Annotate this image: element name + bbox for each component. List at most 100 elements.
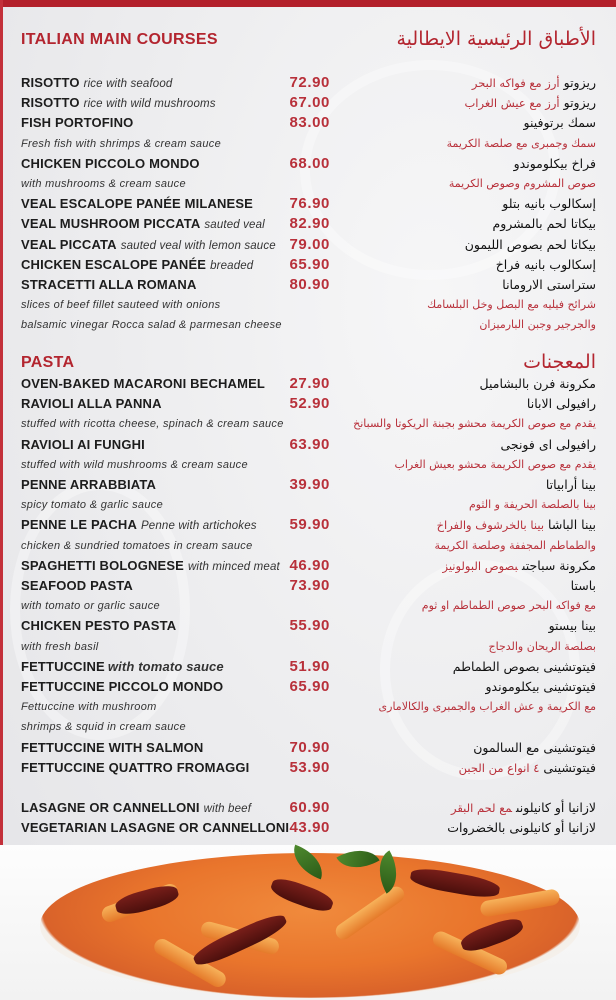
item-name-en: VEAL MUSHROOM PICCATA sauted veal	[21, 214, 265, 235]
item-price: 52.90	[289, 395, 330, 413]
menu-item: FISH PORTOFINO 83.00 سمك برتوفينو	[0, 113, 616, 133]
item-name-ar-text: إسكالوب بانيه بتلو	[502, 196, 596, 212]
item-price: 27.90	[289, 375, 330, 392]
item-name-ar-text: ريزوتو	[563, 95, 596, 111]
item-name-ar-text: بيكاتا لحم بصوص الليمون	[464, 236, 596, 252]
item-desc-en: sauted veal with lemon sauce	[120, 239, 276, 252]
item-name-ar-text: بيكاتا لحم بالمشروم	[492, 216, 596, 232]
item-name: LASAGNE OR CANNELLONI	[21, 800, 200, 816]
item-name-ar: رافيولى اى فونجى	[500, 435, 596, 455]
description-en: with tomato or garlic sauce	[21, 600, 160, 613]
item-name-en: SEAFOOD PASTA	[21, 576, 133, 596]
item-price: 65.90	[289, 678, 330, 695]
item-name-ar: فيتوتشينى بيكلوموندو	[485, 677, 596, 697]
item-price: 70.90	[289, 738, 330, 756]
description-ar: سمك وجمبرى مع صلصة الكريمة	[446, 136, 596, 150]
item-price: 51.90	[289, 657, 330, 675]
item-name-en: LASAGNE OR CANNELLONI with beef	[21, 798, 251, 819]
item-name: FETTUCCINE WITH SALMON	[21, 739, 204, 755]
menu-item: OVEN-BAKED MACARONI BECHAMEL 27.90 مكرونة …	[0, 374, 616, 394]
top-border	[0, 0, 616, 7]
item-name-ar: فراخ بيكلوموندو	[514, 154, 596, 174]
item-name-ar: فيتوتشينى مع السالمون	[473, 738, 596, 758]
item-name: VEAL MUSHROOM PICCATA	[21, 216, 201, 232]
item-desc-ar: بينا بالخرشوف والفراخ	[436, 518, 545, 533]
item-price: 59.90	[289, 516, 330, 534]
description-ar: صوص المشروم وصوص الكريمة	[448, 177, 596, 190]
section-title-ar: المعجنات	[523, 351, 596, 373]
item-name-ar: فيتوتشينى٤ انواع من الجبن	[459, 758, 596, 778]
menu-item: VEAL PICCATA sauted veal with lemon sauce…	[0, 235, 616, 255]
menu-item: PENNE ARRABBIATA 39.90 بينا أرابياتا	[0, 475, 616, 495]
item-name-ar-text: لازانيا أو كانيلونى	[515, 800, 596, 816]
item-desc-en: with beef	[203, 803, 252, 816]
item-name-ar: إسكالوب بانيه بتلو	[502, 194, 596, 214]
menu-item: FETTUCCINE WITH SALMON 70.90 فيتوتشينى مع …	[0, 738, 616, 758]
item-price: 76.90	[289, 195, 330, 213]
item-desc-ar: مع لحم البقر	[450, 801, 512, 816]
item-name-ar-text: رافيولى اى فونجى	[500, 436, 596, 452]
menu-item-description: with mushrooms & cream sauce صوص المشروم …	[0, 174, 616, 194]
item-name-ar-text: إسكالوب بانيه فراخ	[495, 256, 596, 272]
item-name-en: OVEN-BAKED MACARONI BECHAMEL	[21, 374, 265, 394]
menu-item: FETTUCCINE QUATTRO FROMAGGI 53.90 فيتوتشين…	[0, 758, 616, 778]
item-desc-en: breaded	[210, 259, 254, 272]
item-name-en: RAVIOLI ALLA PANNA	[21, 394, 162, 414]
item-name-ar: إسكالوب بانيه فراخ	[496, 255, 596, 275]
description-en: Fresh fish with shrimps & cream sauce	[21, 137, 221, 150]
menu-item-description: with fresh basil بصلصة الريحان والدجاج	[0, 637, 616, 657]
description-en: spicy tomato & garlic sauce	[21, 499, 163, 512]
item-name-ar: بينا الباشابينا بالخرشوف والفراخ	[437, 515, 596, 535]
description-en: shrimps & squid in cream sauce	[21, 721, 186, 734]
menu-item: RISOTTO rice with wild mushrooms 67.00 ريزو…	[0, 93, 616, 113]
item-name: VEAL PICCATA	[21, 236, 117, 252]
item-name: FETTUCCINE PICCOLO MONDO	[21, 679, 224, 694]
item-name-ar-text: مكرونة سباجتى	[521, 557, 596, 573]
item-name-ar-text: ستراستى الارومانا	[502, 277, 596, 292]
item-name: STRACETTI ALLA ROMANA	[21, 277, 197, 292]
item-price: 60.90	[289, 799, 330, 817]
item-name: VEAL ESCALOPE PANÉE MILANESE	[21, 196, 253, 212]
item-name-en: CHICKEN ESCALOPE PANÉE breaded	[21, 255, 253, 276]
item-name-ar-text: ريزوتو	[563, 75, 596, 90]
menu-item: STRACETTI ALLA ROMANA 80.90 ستراستى الاروم…	[0, 275, 616, 295]
menu-item: VEAL MUSHROOM PICCATA sauted veal 82.90 بيك…	[0, 214, 616, 234]
item-name-ar: ستراستى الارومانا	[502, 275, 596, 295]
item-desc-en: with tomato sauce	[107, 658, 224, 674]
menu-item: RAVIOLI ALLA PANNA 52.90 رافيولى الابانا	[0, 394, 616, 414]
item-price: 46.90	[289, 556, 330, 574]
item-name-ar-text: مكرونة فرن بالبشاميل	[479, 376, 596, 391]
item-name-ar-text: لازانيا أو كانيلونى بالخضروات	[447, 820, 596, 836]
item-name-en: FETTUCCINE WITH SALMON	[21, 738, 203, 758]
item-name-ar: بينا بيستو	[549, 616, 596, 636]
item-name-ar: لازانيا أو كانيلونى بالخضروات	[447, 818, 596, 838]
item-price: 67.00	[289, 94, 330, 112]
description-en: stuffed with wild mushrooms & cream sauc…	[21, 458, 248, 471]
menu-item-description: with tomato or garlic sauce مع فواكه البح…	[0, 596, 616, 616]
menu-item-description: slices of beef fillet sauteed with onion…	[0, 295, 616, 315]
item-desc-ar: ٤ انواع من الجبن	[458, 760, 540, 775]
menu-item: CHICKEN PESTO PASTA 55.90 بينا بيستو	[0, 616, 616, 636]
item-name-ar: سمك برتوفينو	[524, 113, 597, 133]
item-name-ar-text: بينا بيستو	[548, 618, 596, 634]
pasta-dish-photo	[0, 839, 616, 1000]
menu-item: PENNE LE PACHA Penne with artichokes 59.90…	[0, 515, 616, 535]
item-name-ar: بينا أرابياتا	[546, 475, 596, 495]
item-desc-ar: بصوص البولونيز	[442, 558, 518, 573]
item-name-ar: فيتوتشينى بصوص الطماطم	[453, 657, 596, 677]
item-price: 43.90	[289, 819, 330, 837]
item-desc-ar: أرز مع عيش الغراب	[464, 96, 560, 111]
section-title-en: ITALIAN MAIN COURSES	[21, 31, 218, 48]
item-name-en: RISOTTO rice with wild mushrooms	[21, 93, 216, 114]
menu-item: RAVIOLI AI FUNGHI 63.90 رافيولى اى فونجى	[0, 435, 616, 455]
item-name-ar: رافيولى الابانا	[527, 394, 596, 414]
description-ar: شرائح فيليه مع البصل وخل البلسامك	[427, 298, 596, 312]
item-price: 65.90	[289, 255, 330, 273]
item-name-en: STRACETTI ALLA ROMANA	[21, 275, 197, 295]
menu-item-description: stuffed with ricotta cheese, spinach & c…	[0, 414, 616, 434]
item-name: FETTUCCINE QUATTRO FROMAGGI	[21, 759, 250, 775]
item-name-en: VEAL ESCALOPE PANÉE MILANESE	[21, 194, 253, 214]
item-desc-en: rice with seafood	[83, 78, 173, 90]
item-price: 73.90	[289, 577, 330, 594]
menu-item-description: chicken & sundried tomatoes in cream sau…	[0, 536, 616, 556]
